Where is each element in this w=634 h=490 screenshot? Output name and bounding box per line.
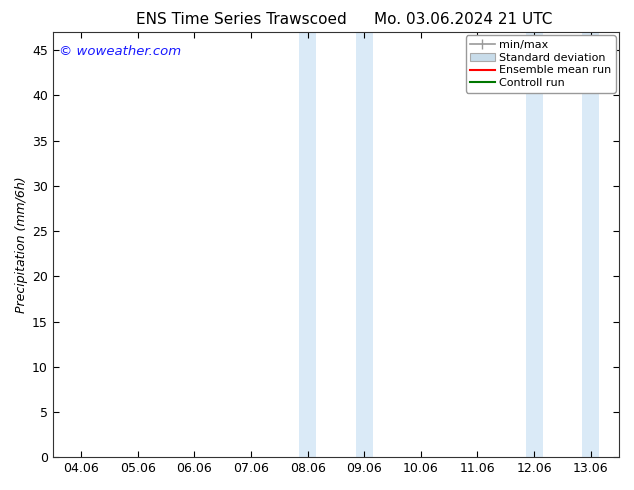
Bar bbox=[356, 32, 373, 457]
Bar bbox=[526, 32, 543, 457]
Text: Mo. 03.06.2024 21 UTC: Mo. 03.06.2024 21 UTC bbox=[373, 12, 552, 27]
Bar bbox=[582, 32, 599, 457]
Text: © woweather.com: © woweather.com bbox=[58, 45, 181, 58]
Text: ENS Time Series Trawscoed: ENS Time Series Trawscoed bbox=[136, 12, 346, 27]
Bar bbox=[299, 32, 316, 457]
Y-axis label: Precipitation (mm/6h): Precipitation (mm/6h) bbox=[15, 176, 28, 313]
Legend: min/max, Standard deviation, Ensemble mean run, Controll run: min/max, Standard deviation, Ensemble me… bbox=[465, 35, 616, 93]
